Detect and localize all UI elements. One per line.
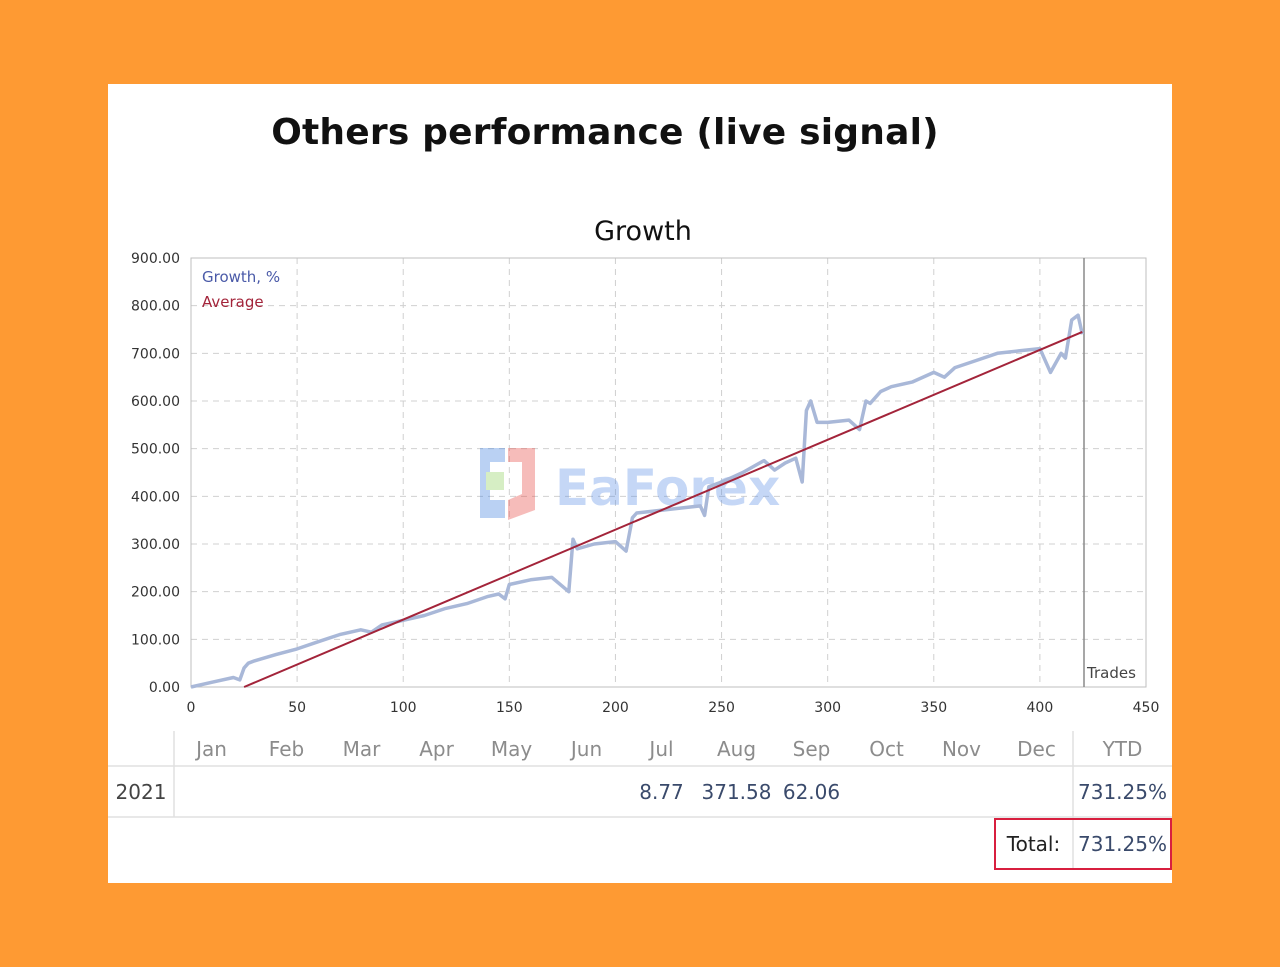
y-tick-label: 0.00 (149, 680, 180, 696)
chart-title: Growth (594, 216, 692, 247)
grid-lines (191, 258, 1146, 687)
year-cell: 2021 (115, 780, 167, 804)
month-header-feb: Feb (268, 736, 305, 761)
y-tick-label: 300.00 (131, 537, 180, 553)
month-header-may: May (490, 736, 533, 761)
month-header-sep: Sep (792, 736, 831, 761)
y-axis-ticks: 0.00 100.00 200.00 300.00 400.00 500.00 600.00… (131, 251, 180, 696)
y-tick-label: 500.00 (131, 442, 180, 458)
y-tick-label: 900.00 (131, 251, 180, 267)
watermark-icon-left (480, 448, 505, 518)
value-mar (324, 767, 399, 817)
value-sep: 62.06 (782, 780, 841, 804)
total-value: 731.25% (1078, 832, 1167, 856)
month-header-jul: Jul (649, 736, 674, 761)
value-may (474, 767, 549, 817)
month-header-aug: Aug (716, 736, 757, 761)
x-tick-label: 100 (390, 700, 417, 716)
y-tick-label: 400.00 (131, 489, 180, 505)
ytd-value: 731.25% (1078, 780, 1167, 804)
x-tick-label: 150 (496, 700, 523, 716)
y-tick-label: 100.00 (131, 632, 180, 648)
ytd-header: YTD (1102, 736, 1143, 761)
x-axis-ticks: 0 50 100 150 200 250 300 350 400 450 (187, 700, 1160, 716)
x-tick-label: 250 (708, 700, 735, 716)
value-oct (849, 767, 924, 817)
value-aug: 371.58 (701, 780, 772, 804)
x-tick-label: 300 (814, 700, 841, 716)
month-header-apr: Apr (419, 736, 454, 761)
month-header-oct: Oct (869, 736, 904, 761)
watermark-icon-square (486, 472, 504, 490)
month-header-nov: Nov (941, 736, 982, 761)
y-tick-label: 200.00 (131, 585, 180, 601)
y-tick-label: 600.00 (131, 394, 180, 410)
value-jun (549, 767, 624, 817)
x-tick-label: 0 (187, 700, 196, 716)
x-tick-label: 200 (602, 700, 629, 716)
value-jan (174, 767, 249, 817)
table-row-2021: 2021 8.77 371.58 62.06 731.25% (108, 767, 1172, 817)
x-axis-label: Trades (1086, 664, 1136, 682)
value-dec (999, 767, 1074, 817)
watermark-icon-right (508, 448, 535, 520)
total-row: Total: 731.25% (108, 818, 1172, 870)
x-tick-label: 350 (920, 700, 947, 716)
watermark-logo: EaForex (480, 448, 780, 520)
average-line (243, 330, 1083, 688)
value-jul: 8.77 (639, 780, 684, 804)
table-lines (108, 731, 1172, 870)
x-tick-label: 50 (288, 700, 306, 716)
month-header-jan: Jan (196, 736, 227, 761)
value-apr (399, 767, 474, 817)
value-nov (924, 767, 999, 817)
month-header-mar: Mar (342, 736, 381, 761)
table-header-row: Jan Feb Mar Apr May Jun Jul Aug Sep Oct … (108, 731, 1172, 766)
x-tick-label: 400 (1027, 700, 1054, 716)
page-heading: Others performance (live signal) (271, 112, 939, 153)
x-tick-label: 450 (1133, 700, 1160, 716)
month-header-dec: Dec (1017, 736, 1056, 761)
value-feb (249, 767, 324, 817)
y-tick-label: 800.00 (131, 299, 180, 315)
total-label: Total: (1006, 832, 1061, 856)
total-highlight-box (994, 818, 1172, 870)
legend-growth: Growth, % (202, 268, 280, 286)
y-tick-label: 700.00 (131, 346, 180, 362)
legend-average: Average (202, 293, 264, 311)
month-header-jun: Jun (570, 736, 603, 761)
plot-frame (190, 257, 1147, 688)
chart-card (108, 84, 1172, 883)
series-lines (190, 313, 1085, 689)
growth-line (190, 313, 1085, 689)
